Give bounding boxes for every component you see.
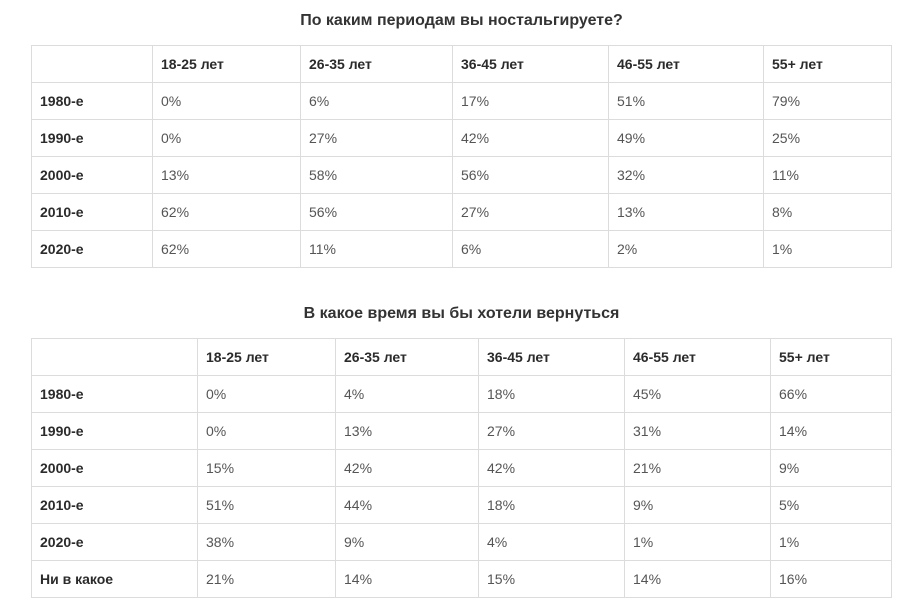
table-cell: 8% <box>763 193 892 231</box>
row-label: 1980-е <box>31 82 153 120</box>
table-cell: 49% <box>608 119 764 157</box>
table-cell: 15% <box>478 560 625 598</box>
table-row: 2000-е 15% 42% 42% 21% 9% <box>31 449 892 487</box>
row-label: 1980-е <box>31 375 198 413</box>
column-header: 46-55 лет <box>608 45 764 83</box>
table-cell: 4% <box>478 523 625 561</box>
table-cell: 13% <box>608 193 764 231</box>
table-cell: 45% <box>624 375 771 413</box>
row-label: 2010-е <box>31 193 153 231</box>
column-header: 26-35 лет <box>300 45 453 83</box>
table-cell: 51% <box>197 486 336 524</box>
table-cell: 44% <box>335 486 479 524</box>
column-header: 46-55 лет <box>624 338 771 376</box>
row-label: 2010-е <box>31 486 198 524</box>
table-cell: 62% <box>152 230 301 268</box>
table2-title: В какое время вы бы хотели вернуться <box>303 305 620 322</box>
table-cell: 14% <box>624 560 771 598</box>
table-row: 1980-е 0% 6% 17% 51% 79% <box>31 82 892 120</box>
table-cell: 11% <box>300 230 453 268</box>
row-label: 2000-е <box>31 449 198 487</box>
table-cell: 32% <box>608 156 764 194</box>
return-time-table: 18-25 лет 26-35 лет 36-45 лет 46-55 лет 55+ … <box>31 338 892 598</box>
table-cell: 27% <box>300 119 453 157</box>
nostalgia-table: 18-25 лет 26-35 лет 36-45 лет 46-55 лет 55+ … <box>31 45 892 268</box>
table-cell: 79% <box>763 82 892 120</box>
table1-title: По каким периодам вы ностальгируете? <box>300 12 623 29</box>
table-cell: 56% <box>452 156 609 194</box>
table-cell: 2% <box>608 230 764 268</box>
table-cell: 14% <box>770 412 892 450</box>
column-header: 18-25 лет <box>197 338 336 376</box>
table-cell: 66% <box>770 375 892 413</box>
table-cell: 0% <box>152 119 301 157</box>
corner-cell <box>31 338 198 376</box>
table-cell: 18% <box>478 375 625 413</box>
table-cell: 9% <box>770 449 892 487</box>
table-cell: 42% <box>452 119 609 157</box>
table-cell: 13% <box>152 156 301 194</box>
table-cell: 9% <box>335 523 479 561</box>
table-cell: 62% <box>152 193 301 231</box>
table-row: 2010-е 62% 56% 27% 13% 8% <box>31 193 892 231</box>
table-cell: 21% <box>624 449 771 487</box>
table-cell: 5% <box>770 486 892 524</box>
row-label: 2000-е <box>31 156 153 194</box>
table-cell: 11% <box>763 156 892 194</box>
table-cell: 4% <box>335 375 479 413</box>
row-label: 2020-е <box>31 523 198 561</box>
table-cell: 0% <box>197 375 336 413</box>
column-header: 55+ лет <box>763 45 892 83</box>
table-cell: 38% <box>197 523 336 561</box>
table-cell: 21% <box>197 560 336 598</box>
column-header: 26-35 лет <box>335 338 479 376</box>
table-cell: 1% <box>770 523 892 561</box>
column-header: 55+ лет <box>770 338 892 376</box>
table-row: 2020-е 62% 11% 6% 2% 1% <box>31 230 892 268</box>
table-cell: 0% <box>152 82 301 120</box>
row-label: 1990-е <box>31 412 198 450</box>
table-cell: 1% <box>624 523 771 561</box>
table-cell: 25% <box>763 119 892 157</box>
table-cell: 0% <box>197 412 336 450</box>
table-row: Ни в какое 21% 14% 15% 14% 16% <box>31 560 892 598</box>
row-label: 2020-е <box>31 230 153 268</box>
table-cell: 15% <box>197 449 336 487</box>
table-row: 2000-е 13% 58% 56% 32% 11% <box>31 156 892 194</box>
header-row: 18-25 лет 26-35 лет 36-45 лет 46-55 лет 55+ … <box>31 338 892 376</box>
table-cell: 17% <box>452 82 609 120</box>
header-row: 18-25 лет 26-35 лет 36-45 лет 46-55 лет 55+ … <box>31 45 892 83</box>
row-label: Ни в какое <box>31 560 198 598</box>
table-row: 1980-е 0% 4% 18% 45% 66% <box>31 375 892 413</box>
table-cell: 27% <box>452 193 609 231</box>
table-row: 1990-е 0% 13% 27% 31% 14% <box>31 412 892 450</box>
row-label: 1990-е <box>31 119 153 157</box>
table-cell: 58% <box>300 156 453 194</box>
table-cell: 42% <box>478 449 625 487</box>
table-cell: 13% <box>335 412 479 450</box>
table-row: 1990-е 0% 27% 42% 49% 25% <box>31 119 892 157</box>
column-header: 36-45 лет <box>478 338 625 376</box>
table-cell: 6% <box>300 82 453 120</box>
table-cell: 9% <box>624 486 771 524</box>
corner-cell <box>31 45 153 83</box>
table-row: 2020-е 38% 9% 4% 1% 1% <box>31 523 892 561</box>
table-cell: 31% <box>624 412 771 450</box>
column-header: 36-45 лет <box>452 45 609 83</box>
table-cell: 16% <box>770 560 892 598</box>
table-cell: 51% <box>608 82 764 120</box>
table-cell: 42% <box>335 449 479 487</box>
table-row: 2010-е 51% 44% 18% 9% 5% <box>31 486 892 524</box>
table-cell: 1% <box>763 230 892 268</box>
table-cell: 56% <box>300 193 453 231</box>
table-cell: 14% <box>335 560 479 598</box>
table-cell: 27% <box>478 412 625 450</box>
column-header: 18-25 лет <box>152 45 301 83</box>
table-cell: 18% <box>478 486 625 524</box>
table-cell: 6% <box>452 230 609 268</box>
